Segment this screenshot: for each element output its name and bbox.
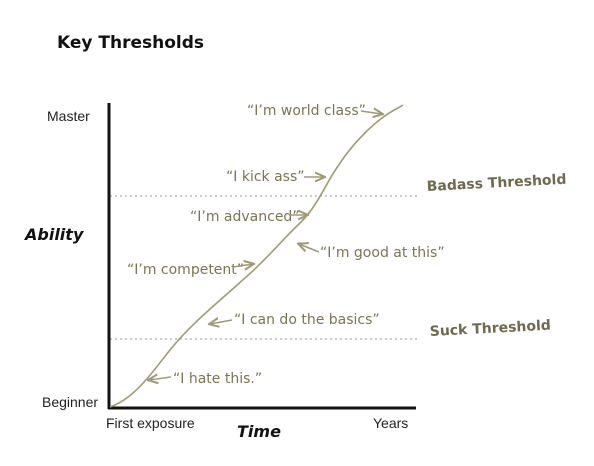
callout-hate-this: “I hate this.” <box>173 371 262 387</box>
y-axis-title: Ability <box>23 225 84 244</box>
x-right-label: Years <box>373 415 408 431</box>
callout-world-class: “I’m world class” <box>247 103 366 119</box>
callout-advanced: “I’m advanced” <box>190 209 300 225</box>
y-top-label: Master <box>47 108 90 124</box>
learning-curve <box>109 104 404 408</box>
callout-competent: “I’m competent” <box>127 262 244 278</box>
x-axis-title: Time <box>237 422 281 441</box>
callout-kick-ass: “I kick ass” <box>226 169 305 185</box>
arrow-competent <box>232 264 253 267</box>
arrow-hate-this <box>149 377 172 380</box>
badass-threshold-label: Badass Threshold <box>426 172 566 195</box>
y-bottom-label: Beginner <box>42 394 98 410</box>
arrow-world-class <box>360 111 382 114</box>
callout-basics: “I can do the basics” <box>234 312 380 328</box>
arrow-basics <box>210 320 233 324</box>
x-left-label: First exposure <box>106 415 195 431</box>
callout-good-at-this: “I’m good at this” <box>320 245 445 261</box>
arrow-good-at-this <box>299 244 320 253</box>
page-title: Key Thresholds <box>57 33 204 53</box>
suck-threshold-label: Suck Threshold <box>429 318 551 340</box>
